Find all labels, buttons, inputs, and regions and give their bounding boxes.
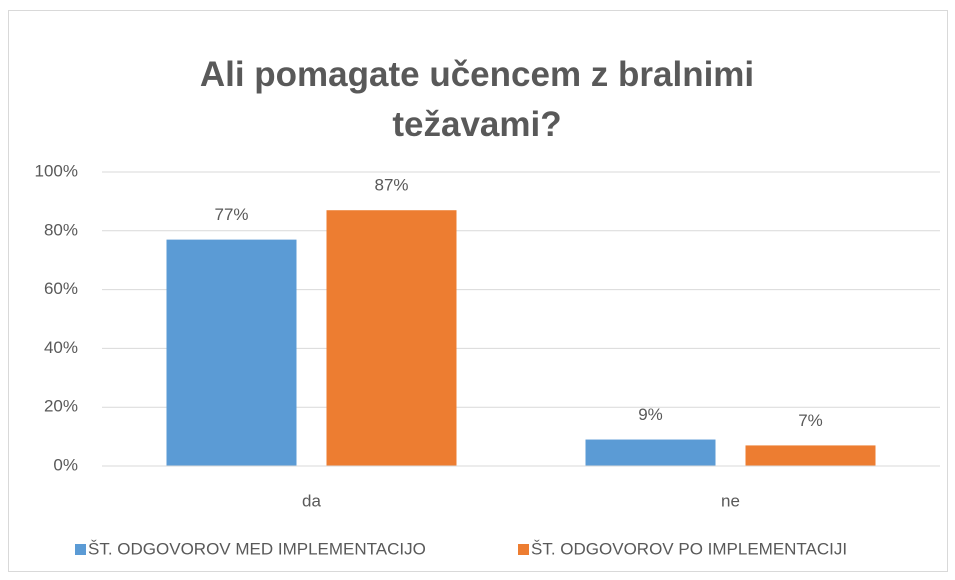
legend-label: ŠT. ODGOVOROV MED IMPLEMENTACIJO [88, 539, 426, 558]
value-label: 77% [214, 205, 248, 224]
x-tick-label: da [302, 491, 321, 510]
bar [745, 445, 876, 466]
value-label: 87% [374, 176, 408, 195]
y-tick-label: 80% [44, 220, 78, 239]
chart-frame [8, 10, 948, 572]
legend-swatch [518, 544, 529, 555]
legend-label: ŠT. ODGOVOROV PO IMPLEMENTACIJI [531, 539, 847, 558]
chart-title: Ali pomagate učencem z bralnimi težavami… [199, 55, 755, 144]
y-tick-label: 0% [53, 455, 78, 474]
y-tick-label: 60% [44, 279, 78, 298]
value-label: 7% [798, 411, 823, 430]
y-tick-label: 40% [44, 338, 78, 357]
y-tick-label: 20% [44, 397, 78, 416]
bar [166, 239, 297, 466]
y-tick-label: 100% [35, 161, 78, 180]
legend-swatch [75, 544, 86, 555]
x-tick-label: ne [721, 491, 740, 510]
bar [585, 439, 716, 466]
value-label: 9% [638, 405, 663, 424]
bar [326, 210, 457, 466]
